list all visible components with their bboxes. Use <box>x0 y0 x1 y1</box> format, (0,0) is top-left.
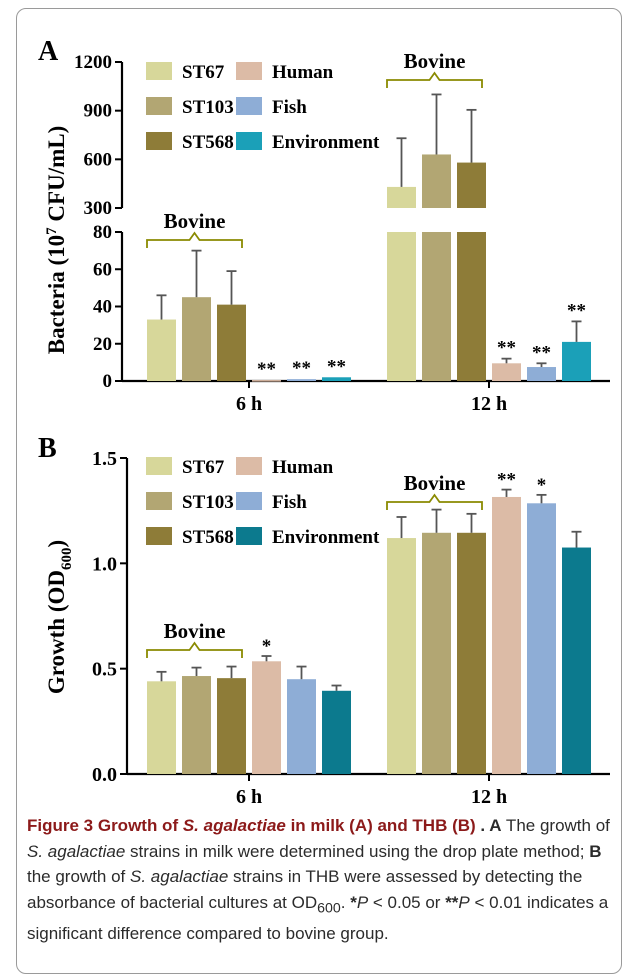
legend-label: Fish <box>272 492 307 513</box>
bar <box>182 297 211 381</box>
legend-swatch <box>146 97 172 115</box>
y-tick-label: 900 <box>84 101 113 122</box>
x-tick-label: 12 h <box>471 393 507 415</box>
bar <box>562 547 591 774</box>
panel-b-ylabel: Growth (OD600) <box>44 540 75 694</box>
legend-label: ST67 <box>182 457 225 478</box>
y-tick-label: 80 <box>93 222 112 243</box>
bar <box>387 538 416 774</box>
significance-marker: ** <box>327 356 346 377</box>
bar <box>182 676 211 774</box>
legend-swatch <box>146 492 172 510</box>
bovine-bracket-12h-label: Bovine <box>404 49 466 73</box>
y-tick-label: 300 <box>84 198 113 219</box>
legend-label: Human <box>272 62 334 83</box>
legend-label: Environment <box>272 527 380 548</box>
bar <box>492 363 521 381</box>
bar <box>287 379 316 381</box>
bovine-bracket-6h-label: Bovine <box>164 619 226 643</box>
bar-upper <box>422 154 451 208</box>
legend-swatch <box>236 527 262 545</box>
bar <box>147 681 176 774</box>
bar <box>252 661 281 774</box>
bar <box>457 532 486 774</box>
y-tick-label: 1.0 <box>92 553 117 575</box>
y-tick-label: 0.5 <box>92 659 117 681</box>
x-tick-label: 6 h <box>236 786 262 808</box>
y-tick-label: 1200 <box>74 52 112 73</box>
panel-a-label: A <box>38 36 59 67</box>
legend-swatch <box>236 132 262 150</box>
bar <box>492 496 521 774</box>
bar <box>527 503 556 774</box>
bar <box>217 304 246 381</box>
legend-label: ST67 <box>182 62 225 83</box>
significance-marker: ** <box>532 342 551 363</box>
bar <box>287 679 316 774</box>
legend-label: ST568 <box>182 527 234 548</box>
bovine-bracket-12h <box>386 71 483 88</box>
panel-b-label: B <box>38 433 57 464</box>
bar <box>217 678 246 774</box>
legend-label: ST568 <box>182 132 234 153</box>
bar <box>322 377 351 381</box>
y-tick-label: 1.5 <box>92 448 117 470</box>
bar-lower <box>387 232 416 381</box>
bar-lower <box>422 232 451 381</box>
bar <box>562 341 591 381</box>
y-tick-label: 20 <box>93 334 112 355</box>
legend-swatch <box>236 97 262 115</box>
legend-label: Fish <box>272 97 307 118</box>
y-tick-label: 0.0 <box>92 764 117 786</box>
bar <box>422 532 451 774</box>
legend-swatch <box>146 132 172 150</box>
chart-panel-b: B Growth (OD600) 0.00.51.01.56 h 12 h ***… <box>38 433 610 808</box>
significance-marker: ** <box>497 338 516 359</box>
legend-swatch <box>236 457 262 475</box>
bovine-bracket-12h <box>386 493 483 510</box>
significance-marker: ** <box>497 470 516 491</box>
panel-a-ylabel: Bacteria (107 CFU/mL) <box>44 126 69 355</box>
legend-label: Human <box>272 457 334 478</box>
y-tick-label: 600 <box>84 149 113 170</box>
legend-swatch <box>236 62 262 80</box>
figure-caption: Figure 3 Growth of S. agalactiae in milk… <box>27 816 610 944</box>
bar-upper <box>457 162 486 208</box>
bar <box>527 367 556 381</box>
significance-marker: ** <box>257 359 276 380</box>
figure-frame <box>16 8 622 974</box>
legend-label: Environment <box>272 132 380 153</box>
bar-lower <box>457 232 486 381</box>
legend-swatch <box>146 457 172 475</box>
significance-marker: * <box>262 636 272 657</box>
legend-label: ST103 <box>182 492 234 513</box>
bovine-bracket-6h <box>146 231 243 248</box>
bar <box>252 380 281 382</box>
legend-swatch <box>146 62 172 80</box>
bovine-bracket-6h-label: Bovine <box>164 209 226 233</box>
y-tick-label: 60 <box>93 259 112 280</box>
significance-marker: * <box>537 475 547 496</box>
chart-panel-a: A Bacteria (107 CFU/mL) 0 20 40 60 80 300 600 9… <box>38 36 610 415</box>
bar <box>322 690 351 774</box>
legend-swatch <box>236 492 262 510</box>
legend-swatch <box>146 527 172 545</box>
bar <box>147 319 176 381</box>
bar-upper <box>387 186 416 208</box>
legend-label: ST103 <box>182 97 234 118</box>
x-tick-label: 12 h <box>471 786 507 808</box>
significance-marker: ** <box>567 300 586 321</box>
bovine-bracket-6h <box>146 641 243 658</box>
bovine-bracket-12h-label: Bovine <box>404 471 466 495</box>
y-tick-label: 0 <box>103 371 113 392</box>
x-tick-label: 6 h <box>236 393 262 415</box>
significance-marker: ** <box>292 358 311 379</box>
caption-title: Figure 3 Growth of S. agalactiae in milk… <box>27 816 476 835</box>
y-tick-label: 40 <box>93 297 112 318</box>
